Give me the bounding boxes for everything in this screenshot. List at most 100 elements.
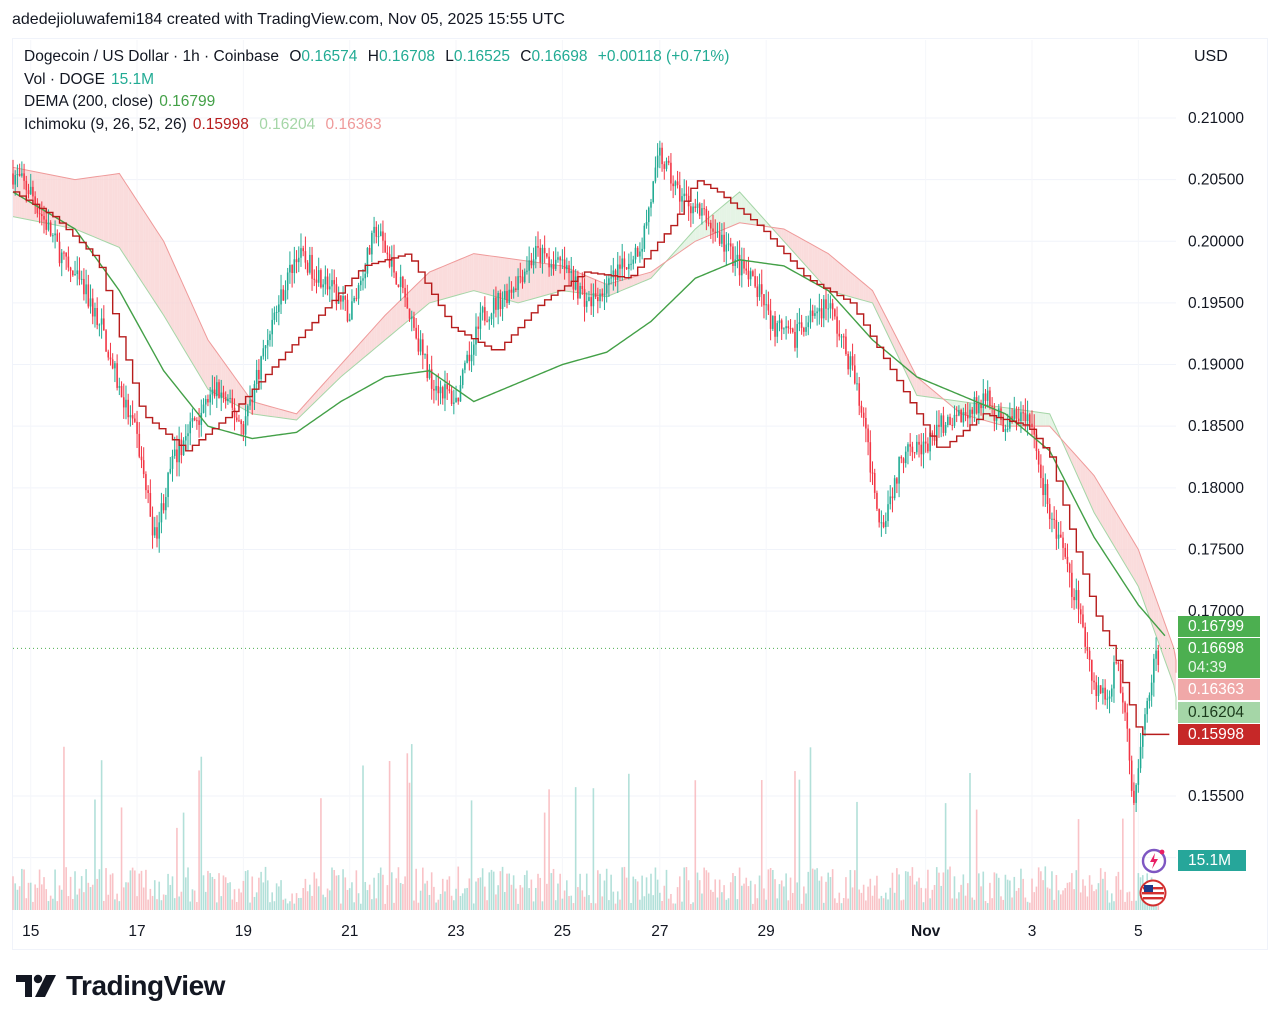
volume-bar (729, 882, 732, 910)
volume-bar (249, 902, 251, 910)
legend-ichimoku-row[interactable]: Ichimoku (9, 26, 52, 26) 0.15998 0.16204 … (24, 114, 729, 137)
candle-body (472, 344, 475, 355)
candle-body (1042, 478, 1044, 496)
candle-body (654, 167, 657, 182)
cloud-segment (540, 262, 543, 297)
time-axis-label: 5 (1134, 923, 1143, 940)
candle-body (495, 297, 497, 310)
legend-volume-row[interactable]: Vol · DOGE 15.1M (24, 69, 729, 92)
candle-body (869, 442, 872, 473)
cloud-segment (314, 391, 317, 403)
candle-body (517, 276, 519, 290)
cloud-segment (185, 290, 189, 356)
candle-body (129, 415, 132, 418)
cloud-segment (440, 266, 443, 300)
candle-body (856, 383, 858, 385)
candle-body (1060, 534, 1062, 538)
volume-bar (794, 771, 796, 910)
symbol-label[interactable]: Dogecoin / US Dollar · 1h · Coinbase (24, 48, 280, 65)
volume-bar (847, 898, 849, 910)
cloud-segment (125, 183, 129, 261)
volume-bar (213, 878, 216, 910)
cloud-segment (1136, 545, 1139, 587)
candle-body (873, 473, 876, 493)
cloud-segment (323, 381, 326, 395)
volume-bar (574, 787, 577, 910)
candle-body (326, 276, 329, 290)
chart-legend: Dogecoin / US Dollar · 1h · Coinbase O0.… (24, 46, 729, 136)
volume-bar (1048, 888, 1051, 910)
cloud-segment (278, 408, 282, 418)
volume-bar (67, 896, 70, 910)
volume-bar (769, 868, 772, 910)
candle-body (492, 297, 495, 314)
candle-body (1064, 547, 1067, 557)
volume-bar (335, 875, 338, 910)
candle-body (98, 324, 101, 326)
volume-bar (696, 872, 699, 910)
candle-body (1022, 412, 1024, 414)
cloud-segment (894, 333, 897, 354)
volume-bar (1088, 875, 1091, 910)
candle-body (408, 308, 411, 319)
price-axis-label: 0.15500 (1188, 788, 1244, 805)
ichimoku-value-2: 0.16204 (259, 115, 316, 133)
volume-bar (681, 901, 683, 910)
candle-body (165, 497, 167, 511)
volume-bar (446, 879, 448, 910)
currency-selector[interactable]: USD (1194, 48, 1228, 65)
candle-body (729, 243, 732, 247)
volume-bar (519, 885, 522, 910)
volume-bar (803, 886, 805, 910)
volume-bar (650, 873, 652, 910)
candle-body (293, 259, 296, 274)
cloud-segment (564, 266, 567, 292)
volume-bar (470, 800, 473, 910)
candle-body (1075, 590, 1078, 601)
candle-body (796, 324, 798, 348)
us-flag-icon[interactable] (1138, 878, 1168, 908)
volume-bar (103, 900, 105, 910)
cloud-segment (283, 410, 286, 419)
candle-body (202, 404, 205, 413)
cloud-segment (1156, 598, 1159, 642)
volume-bar (408, 782, 411, 910)
volume-bar (326, 888, 329, 910)
candle-body (1026, 414, 1029, 421)
candle-body (763, 294, 765, 306)
candle-body (1037, 451, 1040, 465)
volume-bar (951, 898, 954, 910)
volume-bar (588, 895, 590, 910)
volume-bar (667, 898, 670, 910)
cloud-segment (83, 178, 87, 234)
candle-body (464, 362, 466, 370)
candle-body (373, 226, 375, 233)
candle-body (362, 278, 364, 281)
volume-bar (244, 871, 247, 910)
legend-dema-row[interactable]: DEMA (200, close) 0.16799 (24, 91, 729, 114)
candle-body (822, 299, 825, 319)
magic-icon[interactable] (1138, 846, 1168, 876)
candle-body (603, 293, 606, 296)
candle-body (395, 272, 398, 285)
tradingview-logo[interactable]: TradingView (16, 970, 225, 1002)
cloud-segment (172, 260, 175, 334)
volume-bar (158, 881, 161, 910)
volume-bar (16, 889, 19, 910)
volume-bar (1117, 871, 1120, 910)
volume-bar (889, 887, 892, 910)
cloud-segment (391, 306, 395, 335)
cloud-segment (471, 253, 474, 292)
candle-body (145, 474, 147, 491)
volume-bar (541, 901, 544, 910)
cloud-segment (478, 254, 481, 293)
candle-body (754, 276, 756, 287)
cloud-segment (1078, 458, 1081, 483)
cloud-segment (901, 346, 904, 368)
volume-bar (590, 902, 592, 910)
cloud-segment (163, 241, 166, 319)
candle-body (783, 328, 785, 330)
indicator-lines (12, 180, 1178, 736)
cloud-segment (801, 238, 804, 264)
